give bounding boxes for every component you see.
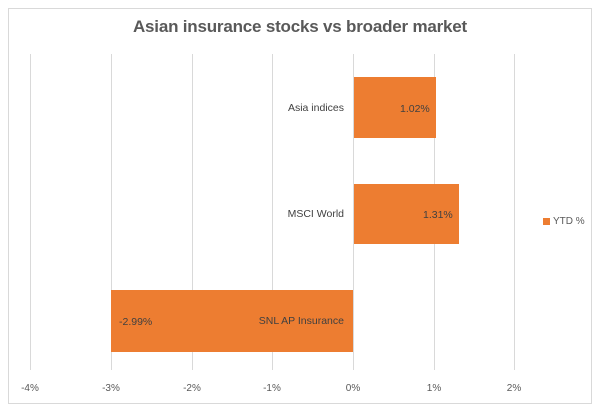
- x-tick-label: -1%: [263, 383, 281, 394]
- gridline: [514, 54, 515, 370]
- category-label: MSCI World: [287, 208, 344, 220]
- x-tick-label: -4%: [21, 383, 39, 394]
- legend[interactable]: YTD %: [543, 216, 585, 227]
- x-tick-label: -2%: [183, 383, 201, 394]
- bar-asia-indices[interactable]: [354, 77, 436, 138]
- chart-title: Asian insurance stocks vs broader market: [132, 17, 468, 36]
- x-tick-label: 2%: [506, 383, 522, 394]
- data-label: 1.31%: [423, 209, 453, 221]
- gridline: [111, 54, 112, 370]
- legend-label: YTD %: [553, 216, 585, 227]
- x-tick-label: 0%: [345, 383, 361, 394]
- x-tick-label: -3%: [102, 383, 120, 394]
- data-label: 1.02%: [400, 103, 430, 115]
- gridline: [272, 54, 273, 370]
- gridline: [192, 54, 193, 370]
- gridline: [353, 54, 354, 370]
- x-tick-label: 1%: [426, 383, 442, 394]
- data-label: -2.99%: [119, 316, 153, 328]
- legend-swatch-icon: [543, 218, 550, 225]
- category-label: Asia indices: [287, 102, 344, 114]
- bar-snl-ap-insurance[interactable]: [111, 290, 353, 352]
- category-label: SNL AP Insurance: [258, 315, 344, 327]
- gridline: [30, 54, 31, 370]
- bar-msci-world[interactable]: [354, 184, 459, 244]
